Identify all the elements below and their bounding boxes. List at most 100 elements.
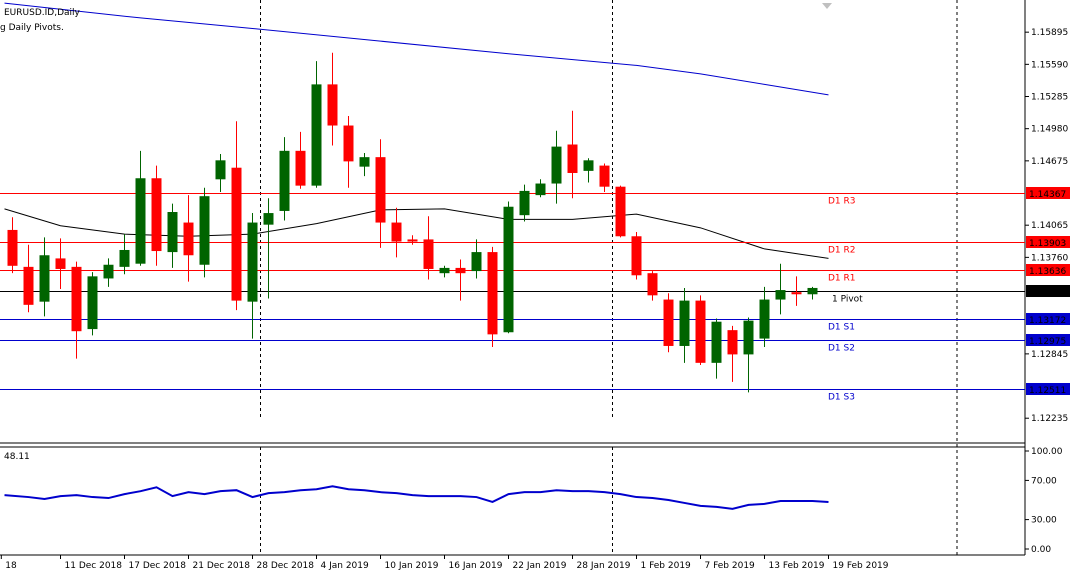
- pivot-level-label: D1 R1: [828, 274, 856, 284]
- candle-body: [7, 229, 18, 266]
- date-tick-label: 16 Jan 2019: [449, 561, 503, 571]
- ma-slow-line: [4, 2, 829, 96]
- pivot-level-label: 1 Pivot: [832, 295, 863, 305]
- candle-body: [615, 186, 626, 237]
- candle-body: [167, 212, 178, 253]
- candle-body: [119, 249, 130, 267]
- candle-body: [455, 267, 466, 274]
- pivot-price-tag: [1026, 334, 1070, 346]
- candle-body: [151, 178, 162, 252]
- osc-tick-label: 0.00: [1031, 545, 1051, 555]
- pivot-price-tag-text: 1.12975: [1029, 337, 1066, 347]
- date-tick-label: 21 Dec 2018: [193, 561, 251, 571]
- candle-body: [375, 157, 386, 223]
- candle-body: [567, 144, 578, 173]
- pivot-price-tag: [1026, 264, 1070, 276]
- date-tick-label: 1 Feb 2019: [641, 561, 692, 571]
- osc-tick-label: 70.00: [1031, 476, 1057, 486]
- indicator-label: g Daily Pivots.: [0, 23, 64, 33]
- candle-body: [215, 160, 226, 180]
- candle-body: [87, 276, 98, 330]
- date-tick-label: 28 Dec 2018: [257, 561, 315, 571]
- chart-shift-marker[interactable]: [822, 3, 832, 9]
- candle-body: [647, 273, 658, 296]
- price-tick-label: 1.12235: [1031, 414, 1068, 424]
- candle-body: [423, 239, 434, 269]
- pivot-level-label: D1 S1: [828, 323, 855, 333]
- candle-body: [343, 125, 354, 162]
- candle-body: [231, 167, 242, 301]
- candle-body: [471, 252, 482, 272]
- price-tick-label: 1.13760: [1031, 253, 1068, 263]
- symbol-label: EURUSD.ID,Daily: [4, 8, 81, 18]
- candle-body: [23, 266, 34, 305]
- pivot-price-tag: [1026, 313, 1070, 325]
- candle-body: [487, 252, 498, 335]
- candle-body: [807, 287, 818, 295]
- date-tick-label: 18: [5, 561, 17, 571]
- pivot-price-tag-text: 1.12511: [1029, 386, 1066, 396]
- candle-body: [583, 160, 594, 171]
- price-tick-label: 1.12845: [1031, 350, 1068, 360]
- candle-body: [183, 222, 194, 256]
- date-tick-label: 13 Feb 2019: [769, 561, 825, 571]
- pivot-price-tag-text: 1.13636: [1029, 267, 1066, 277]
- pivot-level-label: D1 R3: [828, 197, 856, 207]
- ma-fast-line: [4, 208, 829, 259]
- date-tick-label: 17 Dec 2018: [129, 561, 187, 571]
- osc-tick-label: 30.00: [1031, 516, 1057, 526]
- candle-body: [663, 299, 674, 346]
- candle-body: [263, 213, 274, 225]
- candle-body: [295, 150, 306, 186]
- candle-body: [327, 84, 338, 126]
- pivot-price-tag: [1026, 383, 1070, 395]
- candle-body: [631, 236, 642, 276]
- candle-body: [71, 266, 82, 332]
- candle-body: [135, 178, 146, 264]
- date-tick-label: 4 Jan 2019: [321, 561, 369, 571]
- candle-body: [791, 292, 802, 295]
- price-tick-label: 1.14675: [1031, 157, 1068, 167]
- candle-body: [279, 150, 290, 211]
- candle-body: [503, 206, 514, 333]
- candle-body: [775, 290, 786, 300]
- date-tick-label: 10 Jan 2019: [385, 561, 439, 571]
- price-tick-label: 1.15895: [1031, 28, 1068, 38]
- pivot-price-tag: [1026, 187, 1070, 199]
- candle-body: [439, 267, 450, 274]
- candle-body: [391, 222, 402, 242]
- date-tick-label: 22 Jan 2019: [513, 561, 567, 571]
- candle-body: [247, 222, 258, 302]
- pivot-price-tag: [1026, 236, 1070, 248]
- pivot-level-label: D1 R2: [828, 246, 856, 256]
- oscillator-pane[interactable]: [0, 447, 1025, 555]
- date-tick-label: 11 Dec 2018: [65, 561, 123, 571]
- pivot-price-tag-text: 1.13903: [1029, 239, 1066, 249]
- candle-body: [407, 239, 418, 242]
- price-tick-label: 1.15590: [1031, 60, 1068, 70]
- price-tick-label: 1.15285: [1031, 93, 1068, 103]
- candle-body: [311, 84, 322, 186]
- candle-body: [55, 258, 66, 269]
- candle-body: [599, 165, 610, 187]
- candle-body: [535, 183, 546, 196]
- price-tick-label: 1.14980: [1031, 125, 1068, 135]
- pivot-level-label: D1 S2: [828, 344, 855, 354]
- oscillator-value-label: 48.11: [4, 452, 30, 462]
- pivot-price-tag-text: 1.13172: [1029, 316, 1066, 326]
- pivot-price-tag-text: 1.13439: [1029, 288, 1066, 298]
- price-tick-label: 1.14065: [1031, 221, 1068, 231]
- candle-body: [551, 146, 562, 184]
- pivot-price-tag-text: 1.14367: [1029, 190, 1066, 200]
- date-tick-label: 7 Feb 2019: [705, 561, 756, 571]
- candle-body: [103, 264, 114, 279]
- osc-tick-label: 100.00: [1031, 447, 1063, 457]
- candle-body: [711, 321, 722, 363]
- candle-body: [743, 320, 754, 355]
- pivot-level-label: D1 S3: [828, 393, 855, 403]
- pivot-price-tag: [1026, 285, 1070, 297]
- candle-body: [679, 300, 690, 346]
- date-tick-label: 19 Feb 2019: [833, 561, 889, 571]
- candle-body: [359, 157, 370, 167]
